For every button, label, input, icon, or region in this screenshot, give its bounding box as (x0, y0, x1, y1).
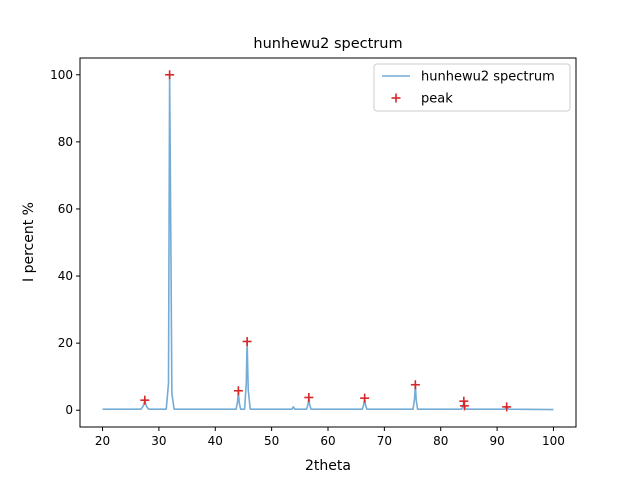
x-tick-label: 20 (95, 434, 110, 448)
peak-marker (233, 386, 243, 396)
x-tick-label: 90 (489, 434, 504, 448)
peak-marker (242, 336, 252, 346)
y-tick-label: 100 (50, 68, 73, 82)
peak-marker (140, 395, 150, 405)
y-tick-label: 0 (65, 403, 73, 417)
legend-label-peak: peak (421, 92, 453, 107)
y-tick-label: 40 (58, 269, 73, 283)
x-axis-ticks: 20 30 40 50 60 70 80 90 100 (95, 427, 565, 448)
peak-marker (459, 401, 469, 411)
peak-marker (360, 393, 370, 403)
x-tick-label: 100 (542, 434, 565, 448)
y-axis-ticks: 0 20 40 60 80 100 (50, 68, 80, 417)
x-tick-label: 70 (377, 434, 392, 448)
y-axis-label: I percent % (21, 202, 37, 282)
legend-label-spectrum: hunhewu2 spectrum (421, 70, 555, 85)
chart-title: hunhewu2 spectrum (253, 36, 402, 52)
x-tick-label: 60 (320, 434, 335, 448)
plot-markers (140, 70, 512, 412)
x-tick-label: 40 (208, 434, 223, 448)
x-tick-label: 80 (433, 434, 448, 448)
y-tick-label: 80 (58, 135, 73, 149)
y-tick-label: 60 (58, 202, 73, 216)
y-tick-label: 20 (58, 336, 73, 350)
peak-marker (304, 392, 314, 402)
peak-marker (502, 402, 512, 412)
legend-box (373, 63, 571, 112)
x-tick-label: 30 (151, 434, 166, 448)
peak-marker (410, 380, 420, 390)
legend: hunhewu2 spectrum peak (373, 63, 571, 112)
x-tick-label: 50 (264, 434, 279, 448)
x-axis-label: 2theta (305, 458, 351, 474)
legend-marker-peak (391, 93, 401, 103)
peak-marker (165, 70, 175, 80)
